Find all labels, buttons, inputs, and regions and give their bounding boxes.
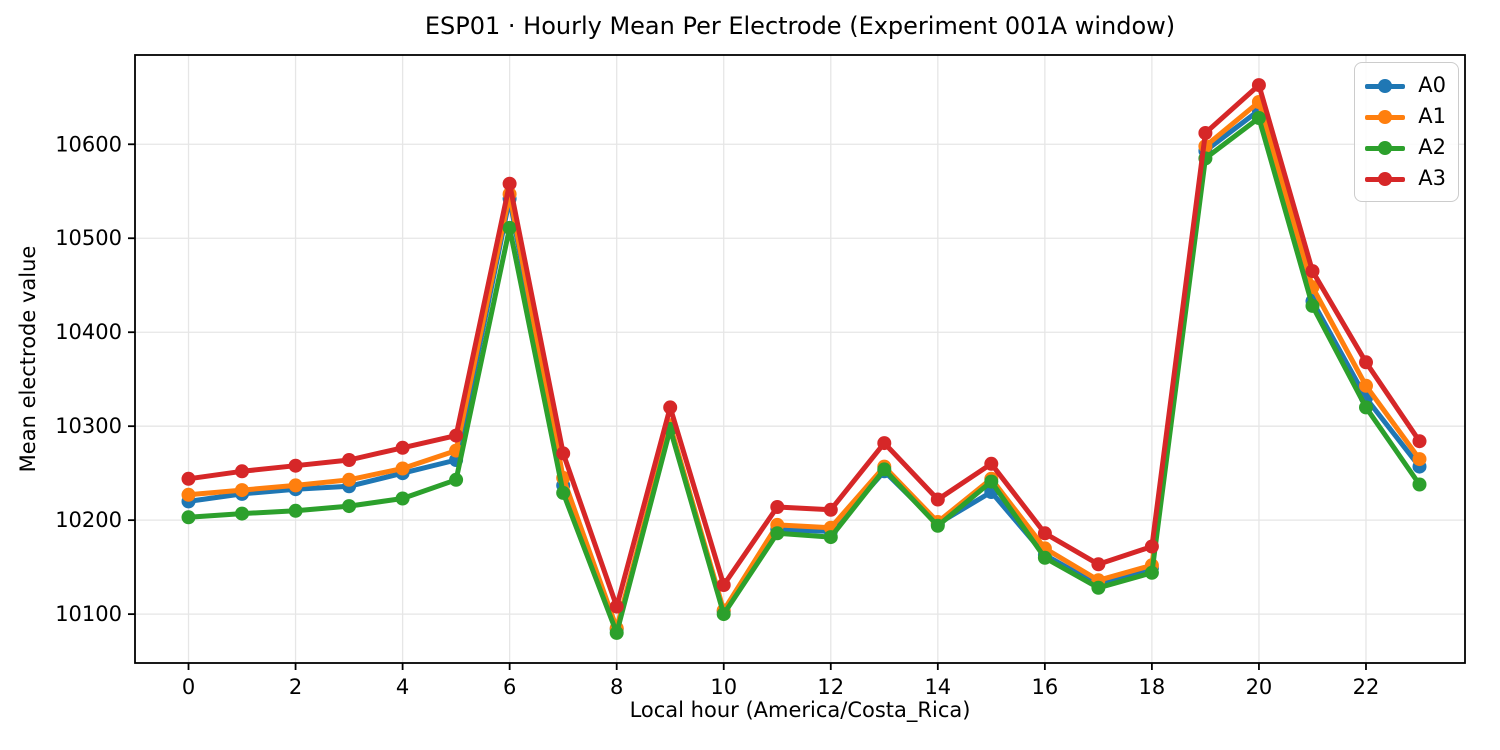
data-point-A1-h1 [235, 483, 249, 498]
data-point-A2-h23 [1412, 477, 1427, 492]
x-tick-label-10: 10 [710, 675, 737, 699]
data-point-A2-h22 [1359, 400, 1373, 415]
data-point-A3-h1 [235, 464, 249, 479]
data-point-A3-h0 [181, 471, 196, 486]
data-point-A2-h0 [181, 510, 196, 525]
x-axis-label: Local hour (America/Costa_Rica) [629, 698, 971, 722]
data-point-A3-h3 [342, 453, 357, 467]
y-axis-label: Mean electrode value [16, 245, 40, 473]
data-point-A3-h17 [1091, 557, 1106, 572]
data-point-A3-h4 [395, 440, 410, 455]
series-line-A1 [186, 99, 1422, 631]
data-point-A1-h2 [288, 478, 303, 493]
data-point-A3-h8 [609, 599, 624, 614]
data-point-A2-h15 [984, 474, 999, 489]
data-point-A2-h18 [1144, 565, 1159, 580]
legend-item-A1: A1 [1365, 101, 1446, 132]
legend-marker-A2-icon [1365, 140, 1406, 155]
series-line-A0 [186, 107, 1422, 632]
legend-marker-A0-icon [1365, 78, 1406, 93]
y-tick-label-10200: 10200 [55, 508, 122, 532]
x-tick-label-22: 22 [1353, 675, 1380, 699]
x-tick-label-20: 20 [1246, 675, 1273, 699]
data-point-A3-h20 [1251, 78, 1266, 93]
data-point-A2-h21 [1305, 298, 1320, 313]
data-point-A3-h18 [1144, 539, 1159, 554]
data-point-A2-h10 [716, 607, 731, 622]
data-point-A2-h3 [342, 499, 357, 514]
data-point-A2-h2 [288, 503, 303, 518]
data-point-A2-h5 [449, 472, 464, 487]
x-tick-label-12: 12 [817, 675, 844, 699]
series-line-A3 [186, 82, 1422, 610]
data-point-A1-h4 [395, 461, 410, 476]
y-tick-label-10500: 10500 [55, 226, 122, 250]
data-point-A3-h5 [449, 428, 464, 443]
x-tick-label-2: 2 [289, 675, 302, 699]
legend-item-A2: A2 [1365, 132, 1446, 163]
series-line-A2 [186, 115, 1422, 636]
y-tick-label-10300: 10300 [55, 414, 122, 438]
data-point-A3-h19 [1198, 126, 1213, 140]
x-tick-label-8: 8 [610, 675, 623, 699]
data-point-A1-h0 [181, 487, 196, 502]
chart-title: ESP01 · Hourly Mean Per Electrode (Exper… [424, 12, 1176, 40]
legend: A0 A1 A2 A3 [1354, 62, 1459, 202]
data-point-A2-h11 [770, 526, 785, 541]
x-tick-label-0: 0 [182, 675, 195, 699]
y-tick-label-10100: 10100 [55, 602, 122, 626]
x-tick-label-6: 6 [503, 675, 516, 699]
legend-marker-A3-icon [1365, 171, 1406, 186]
legend-label-A2: A2 [1418, 135, 1446, 159]
x-tick-label-18: 18 [1139, 675, 1166, 699]
data-point-A1-h22 [1359, 378, 1373, 393]
data-point-A2-h4 [395, 491, 410, 506]
data-point-A2-h20 [1251, 111, 1266, 125]
y-tick-label-10600: 10600 [55, 132, 122, 156]
data-point-A2-h12 [823, 530, 838, 545]
data-point-A3-h15 [984, 456, 999, 471]
data-point-A2-h7 [556, 485, 571, 500]
data-point-A3-h21 [1305, 264, 1320, 279]
legend-label-A3: A3 [1418, 166, 1446, 190]
data-point-A2-h14 [930, 518, 945, 533]
data-point-A3-h6 [502, 176, 517, 191]
data-point-A3-h22 [1359, 355, 1373, 370]
data-point-A3-h16 [1037, 526, 1052, 541]
data-point-A2-h16 [1037, 550, 1052, 565]
data-point-A2-h17 [1091, 580, 1106, 595]
data-point-A2-h8 [609, 625, 624, 640]
data-point-A1-h3 [342, 472, 357, 487]
x-tick-label-16: 16 [1031, 675, 1058, 699]
data-point-A3-h14 [930, 492, 945, 507]
data-point-A3-h7 [556, 446, 571, 461]
data-point-A3-h11 [770, 500, 785, 514]
data-point-A3-h10 [716, 578, 731, 592]
legend-marker-A1-icon [1365, 109, 1406, 124]
data-point-A2-h1 [235, 506, 249, 521]
legend-item-A3: A3 [1365, 163, 1446, 194]
legend-label-A1: A1 [1418, 104, 1446, 128]
y-tick-label-10400: 10400 [55, 320, 122, 344]
data-point-A3-h9 [663, 400, 678, 415]
legend-item-A0: A0 [1365, 70, 1446, 101]
data-point-A3-h12 [823, 502, 838, 517]
x-tick-label-14: 14 [924, 675, 951, 699]
data-point-A2-h6 [502, 220, 517, 235]
data-point-A3-h2 [288, 458, 303, 473]
data-point-A1-h23 [1412, 452, 1427, 467]
data-point-A2-h13 [877, 462, 892, 477]
legend-label-A0: A0 [1418, 73, 1446, 97]
x-tick-label-4: 4 [396, 675, 409, 699]
data-point-A3-h13 [877, 436, 892, 451]
plot-border [134, 54, 1466, 664]
data-point-A3-h23 [1412, 434, 1427, 449]
